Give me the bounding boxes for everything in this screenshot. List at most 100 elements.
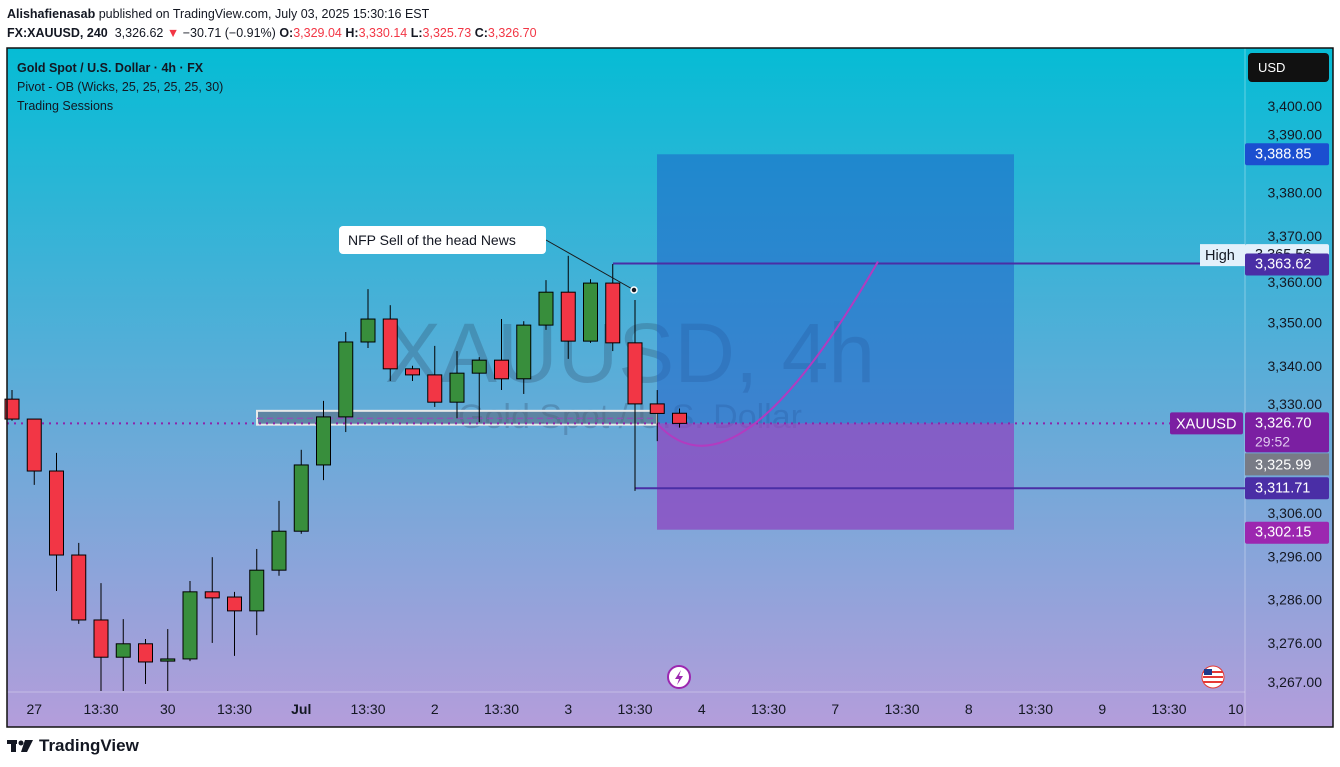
ohlc-bar: FX:XAUUSD, 240 3,326.62 ▼ −30.71 (−0.91%… (7, 26, 537, 40)
legend-title[interactable]: Gold Spot / U.S. Dollar · 4h · FX (17, 61, 204, 75)
last-price: 3,326.62 (114, 26, 164, 40)
candle (271, 500, 287, 576)
candle-body (605, 282, 621, 344)
target-price-label-bg (1245, 143, 1329, 166)
currency-button[interactable] (1248, 53, 1329, 82)
time-axis-tick: 8 (965, 701, 973, 717)
candle-body (427, 374, 443, 403)
candle (494, 319, 509, 391)
price-axis-tick: 3,306.00 (1268, 505, 1323, 521)
target-zone[interactable] (657, 154, 1014, 424)
candle-body (560, 291, 576, 342)
time-axis-tick: 10 (1228, 701, 1244, 717)
candle (605, 264, 621, 352)
candle (249, 548, 265, 636)
author-name[interactable]: Alishafienasab (7, 7, 96, 21)
lower-level-label: 3,311.71 (1255, 480, 1310, 496)
candle (382, 305, 398, 381)
us-flag-icon[interactable] (1201, 665, 1225, 689)
candle (672, 408, 687, 428)
candle-body (49, 470, 64, 556)
price-axis-tick: 3,380.00 (1268, 185, 1323, 201)
price-axis-tick: 3,390.00 (1268, 126, 1323, 142)
legend-indicator-pivot-ob[interactable]: Pivot - OB (Wicks, 25, 25, 25, 25, 30) (17, 80, 224, 94)
candle (204, 557, 220, 643)
candle (649, 390, 665, 442)
low-label: L: (410, 26, 423, 40)
time-axis-tick: 13:30 (83, 701, 118, 717)
callout-anchor[interactable] (630, 286, 638, 294)
publish-info: Alishafienasab published on TradingView.… (7, 7, 429, 21)
upper-level-label-bg (1245, 253, 1329, 276)
candle (316, 400, 331, 481)
close-label: C: (474, 26, 488, 40)
time-axis-tick: 13:30 (484, 701, 519, 717)
tradingview-logo[interactable]: TradingView (7, 736, 139, 756)
candle (293, 449, 309, 534)
callout-box[interactable] (339, 226, 546, 254)
lower-level-label-bg (1245, 477, 1329, 500)
candle-body (182, 591, 198, 660)
stop-zone[interactable] (657, 423, 1014, 530)
candle-body (160, 658, 176, 662)
symbol-tag: XAUUSD (1176, 416, 1236, 432)
price-axis-tick: 3,350.00 (1268, 315, 1323, 331)
candle-body (338, 341, 354, 418)
candle-body (26, 418, 42, 472)
lightning-icon[interactable] (667, 665, 691, 689)
high-value: 3,330.14 (358, 26, 408, 40)
brand-name: TradingView (39, 736, 139, 755)
tradingview-logo-icon (7, 740, 33, 752)
candle-body (93, 619, 109, 658)
candle (471, 357, 487, 423)
symbol-tag-bg (1170, 412, 1243, 435)
currency-label: USD (1258, 60, 1285, 75)
candle (405, 365, 420, 381)
candle-body (649, 403, 665, 414)
time-axis-tick: 4 (698, 701, 706, 717)
candle-body (627, 342, 643, 405)
candle (427, 345, 443, 407)
candle-body (115, 643, 131, 658)
candle-body (516, 324, 532, 380)
price-axis-tick: 3,370.00 (1268, 228, 1323, 244)
high-label: H: (345, 26, 359, 40)
annotation-callout[interactable]: NFP Sell of the head News (339, 226, 638, 294)
candle (138, 639, 153, 685)
candle (160, 629, 176, 691)
high-tag: High (1205, 248, 1235, 264)
time-axis-tick: 2 (431, 701, 439, 717)
chart-legend: Gold Spot / U.S. Dollar · 4h · FX Pivot … (17, 59, 223, 116)
candle-body (405, 368, 420, 376)
candle (227, 591, 242, 656)
time-axis-tick: 9 (1098, 701, 1106, 717)
stop-price-label: 3,302.15 (1255, 525, 1311, 541)
candle-body (449, 372, 465, 403)
gray-price-bg (1245, 453, 1329, 476)
chart-frame (6, 47, 1334, 728)
candle-body (138, 643, 153, 663)
symbol-label: FX:XAUUSD, 240 (7, 26, 108, 40)
candle-body (471, 359, 487, 374)
candle-body (382, 318, 398, 370)
close-value: 3,326.70 (487, 26, 537, 40)
legend-indicator-trading-sessions[interactable]: Trading Sessions (17, 99, 114, 113)
time-axis-tick: 3 (564, 701, 572, 717)
price-axis-tick: 3,330.00 (1268, 396, 1323, 412)
time-axis-tick: 13:30 (217, 701, 252, 717)
candle-body (538, 291, 554, 326)
candle (360, 289, 376, 349)
candle-body (494, 359, 509, 380)
bar-countdown: 29:52 (1255, 433, 1290, 449)
time-axis-tick: 13:30 (350, 701, 385, 717)
price-change: −30.71 (−0.91%) (182, 26, 276, 40)
candle (583, 279, 598, 343)
time-axis-tick: 7 (831, 701, 839, 717)
candle-body (360, 318, 376, 343)
current-price-label: 3,326.70 (1255, 415, 1311, 431)
time-axis-tick: 30 (160, 701, 176, 717)
publish-text: published on TradingView.com, July 03, 2… (98, 7, 430, 21)
high-tag-bg (1200, 244, 1245, 267)
projection-curve[interactable] (656, 261, 879, 447)
